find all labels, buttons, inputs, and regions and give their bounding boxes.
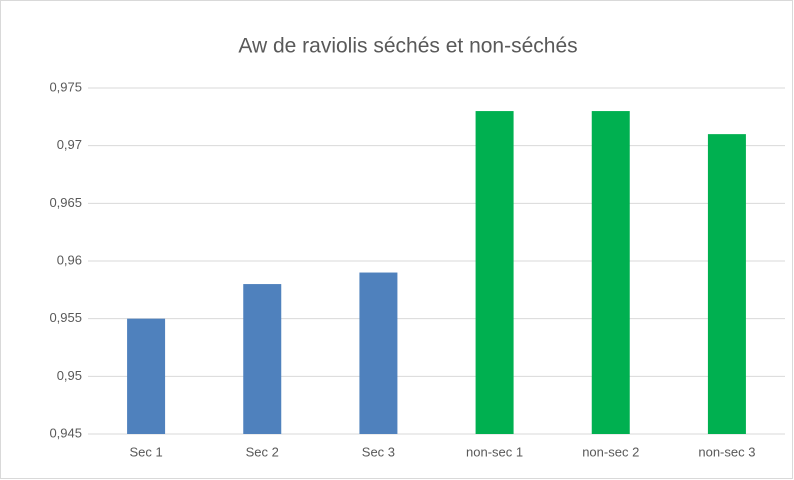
x-tick-label: Sec 3 bbox=[362, 444, 395, 459]
x-tick-label: non-sec 1 bbox=[466, 444, 523, 459]
y-tick-label: 0,95 bbox=[57, 368, 82, 383]
y-tick-label: 0,96 bbox=[57, 252, 82, 267]
bar bbox=[359, 272, 398, 434]
bar bbox=[475, 111, 514, 435]
y-tick-label: 0,955 bbox=[49, 310, 82, 325]
y-tick-label: 0,945 bbox=[49, 425, 82, 440]
y-tick-label: 0,965 bbox=[49, 195, 82, 210]
bar bbox=[243, 284, 282, 434]
bar bbox=[127, 318, 166, 434]
y-tick-label: 0,97 bbox=[57, 137, 82, 152]
x-tick-label: non-sec 2 bbox=[582, 444, 639, 459]
y-tick-label: 0,975 bbox=[49, 79, 82, 94]
x-tick-label: non-sec 3 bbox=[698, 444, 755, 459]
x-tick-label: Sec 1 bbox=[129, 444, 162, 459]
x-tick-label: Sec 2 bbox=[246, 444, 279, 459]
chart-title: Aw de raviolis séchés et non-séchés bbox=[238, 35, 577, 58]
bar bbox=[591, 111, 630, 435]
bar bbox=[707, 134, 746, 434]
